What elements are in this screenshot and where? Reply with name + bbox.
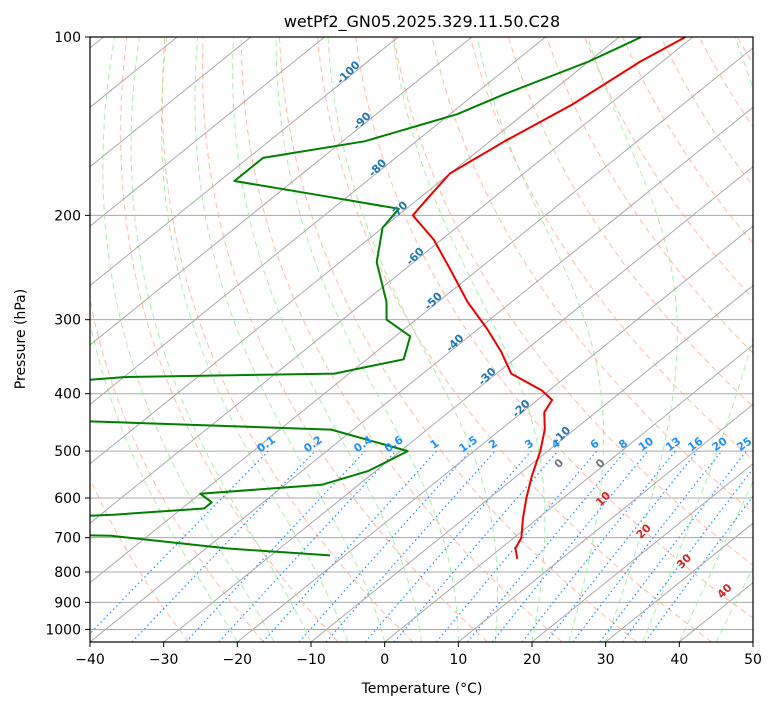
moist-adiabat: [392, 37, 546, 642]
y-tick-label: 200: [54, 208, 81, 224]
isotherm-line: [90, 106, 753, 642]
x-axis-label: Temperature (°C): [361, 681, 483, 697]
dry-adiabat: [240, 37, 563, 642]
plot-background: [90, 37, 753, 642]
y-tick-label: 400: [54, 387, 81, 403]
mixing-ratio-line: [393, 450, 559, 642]
y-tick-label: 100: [54, 30, 81, 46]
moist-adiabat: [160, 37, 349, 642]
moist-adiabat: [275, 37, 459, 642]
dry-adiabat: [355, 37, 753, 619]
plot-frame: [89, 36, 754, 643]
y-tick-label: 1000: [45, 622, 81, 638]
isotherm-line: [90, 37, 325, 227]
dry-adiabat: [469, 37, 753, 461]
x-tick-label: −10: [296, 652, 326, 668]
isotherm-line: [605, 522, 753, 642]
isotherm-line: [384, 344, 753, 642]
y-axis-label: Pressure (hPa): [13, 289, 29, 389]
isotherm-line: [90, 47, 753, 584]
isotherm-line: [752, 641, 753, 642]
y-tick-label: 900: [54, 595, 81, 611]
y-tick-label: 700: [54, 531, 81, 547]
y-tick-label: 500: [54, 444, 81, 460]
isotherm-line: [310, 284, 753, 642]
x-tick-label: 10: [449, 652, 467, 668]
mixing-ratio-line: [599, 450, 747, 642]
dry-adiabat: [90, 477, 190, 642]
x-tick-label: 0: [380, 652, 389, 668]
mixing-ratio-line: [325, 450, 496, 642]
mixing-ratio-line: [545, 450, 698, 642]
isotherm-line: [90, 37, 399, 287]
mixing-ratio-line: [262, 450, 437, 642]
dry-adiabat: [278, 37, 638, 642]
mixing-ratio-label: 30: [755, 434, 775, 454]
moist-adiabat: [476, 37, 604, 642]
dry-adiabat: [120, 37, 339, 642]
moist-adiabat: [194, 37, 386, 642]
mixing-ratio-line: [90, 450, 269, 635]
moist-adiabat: [678, 479, 753, 642]
mixing-ratio-label: 25: [734, 435, 754, 454]
x-tick-label: 30: [597, 652, 615, 668]
isotherm-line: [90, 37, 473, 346]
x-tick-label: −20: [223, 652, 253, 668]
x-tick-label: 20: [523, 652, 541, 668]
dry-adiabat: [317, 37, 713, 642]
mixing-ratio-line: [621, 467, 753, 642]
mixing-ratio-line: [218, 450, 397, 642]
dry-adiabat: [90, 296, 264, 642]
isotherm-line: [458, 403, 753, 642]
mixing-ratio-line: [131, 450, 316, 642]
y-tick-label: 800: [54, 565, 81, 581]
isotherm-line: [90, 37, 546, 406]
mixing-ratio-line: [298, 450, 471, 642]
dewpoint-profile: [90, 37, 642, 557]
y-tick-label: 600: [54, 491, 81, 507]
isotherm-line: [90, 37, 694, 524]
x-tick-label: 50: [744, 652, 762, 668]
isotherm-line: [163, 166, 753, 642]
chart-title: wetPf2_GN05.2025.329.11.50.C28: [284, 12, 560, 32]
moist-adiabat: [232, 37, 422, 642]
isotherm-line: [531, 463, 753, 642]
moist-adiabat: [587, 37, 678, 642]
y-tick-label: 300: [54, 313, 81, 329]
x-tick-label: −30: [149, 652, 179, 668]
isotherm-line: [237, 225, 753, 642]
dry-adiabat: [393, 37, 753, 566]
x-tick-label: 40: [670, 652, 688, 668]
isotherm-line: [90, 37, 620, 465]
dry-adiabat: [201, 37, 488, 642]
mixing-ratio-line: [521, 450, 676, 642]
temperature-profile: [411, 37, 686, 559]
x-tick-label: −40: [75, 652, 105, 668]
isotherm-line: [90, 37, 252, 168]
mixing-ratio-line: [185, 450, 366, 642]
moist-adiabat: [642, 37, 753, 642]
